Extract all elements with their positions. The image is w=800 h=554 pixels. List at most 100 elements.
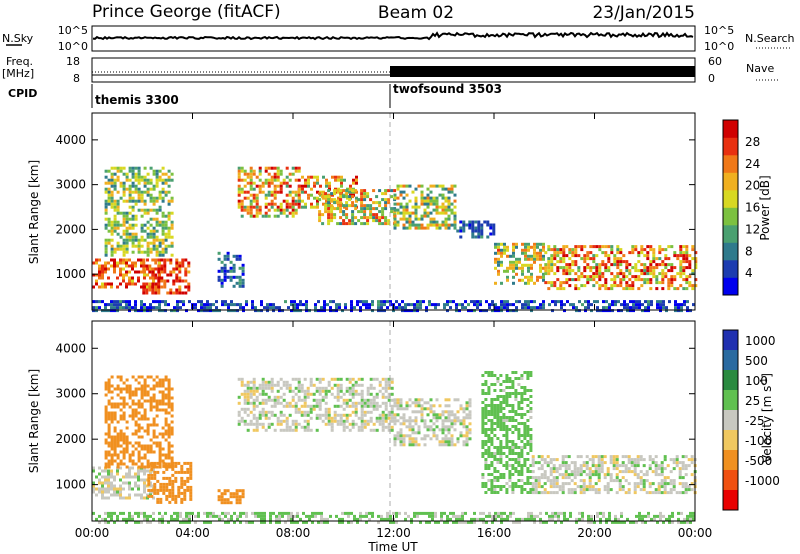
power-echo-cell (128, 279, 131, 283)
power-echo-cell (441, 205, 445, 209)
power-echo-cell (131, 244, 135, 248)
power-echo-cell (492, 226, 496, 230)
velocity-echo-cell (122, 441, 126, 445)
velocity-echo-cell (360, 428, 364, 432)
power-echo-cell (158, 169, 162, 173)
power-echo-cell (128, 193, 132, 197)
velocity-echo-cell (342, 392, 346, 396)
power-echo-cell (148, 270, 152, 274)
power-echo-cell (360, 198, 364, 202)
power-echo-cell (146, 190, 150, 194)
velocity-echo-cell (101, 493, 104, 497)
velocity-echo-cell (104, 432, 108, 436)
velocity-echo-cell (387, 410, 391, 414)
velocity-echo-cell (113, 487, 116, 491)
velocity-echo-cell (119, 417, 123, 421)
velocity-echo-cell (143, 469, 146, 473)
power-echo-cell (685, 287, 689, 291)
velocity-echo-cell (514, 413, 518, 416)
velocity-echo-cell (185, 511, 188, 515)
power-echo-cell (680, 309, 683, 313)
power-echo-cell (360, 204, 364, 208)
power-echo-cell (544, 281, 548, 285)
power-echo-cell (140, 285, 143, 289)
power-echo-cell (363, 207, 367, 211)
velocity-echo-cell (306, 404, 310, 408)
power-echo-cell (134, 264, 137, 268)
power-echo-cell (104, 250, 108, 254)
velocity-echo-cell (534, 491, 538, 495)
velocity-echo-cell (189, 491, 193, 495)
velocity-echo-cell (252, 389, 256, 393)
velocity-echo-cell (426, 428, 430, 432)
power-echo-cell (386, 306, 389, 310)
power-echo-cell (381, 198, 385, 202)
power-echo-cell (313, 175, 316, 179)
power-echo-cell (378, 219, 382, 223)
power-echo-cell (584, 300, 587, 304)
power-echo-cell (223, 257, 227, 261)
velocity-echo-cell (306, 386, 310, 390)
power-echo-cell (604, 287, 608, 291)
velocity-echo-cell (324, 422, 328, 426)
velocity-echo-cell (564, 461, 568, 465)
power-echo-cell (497, 309, 500, 313)
velocity-echo-cell (285, 428, 289, 432)
power-echo-cell (655, 287, 659, 291)
velocity-echo-cell (567, 455, 571, 459)
power-echo-cell (116, 199, 120, 203)
power-echo-cell (101, 273, 104, 277)
velocity-echo-cell (122, 414, 126, 418)
power-echo-cell (264, 169, 268, 173)
power-echo-cell (110, 285, 113, 289)
power-echo-cell (634, 248, 638, 252)
power-echo-cell (450, 208, 454, 212)
power-echo-cell (560, 300, 563, 304)
power-echo-cell (170, 220, 174, 224)
velocity-echo-cell (134, 484, 137, 488)
velocity-echo-cell (261, 407, 265, 411)
power-echo-cell (119, 306, 122, 310)
velocity-echo-cell (320, 514, 323, 518)
velocity-echo-cell (149, 520, 152, 524)
velocity-echo-cell (119, 408, 123, 412)
velocity-echo-cell (508, 380, 512, 383)
velocity-echo-cell (306, 419, 310, 423)
velocity-echo-cell (309, 380, 313, 384)
velocity-echo-cell (246, 413, 250, 417)
velocity-echo-cell (317, 511, 320, 515)
velocity-echo-cell (269, 511, 272, 515)
freq-label-line2: [MHz] (2, 67, 34, 80)
velocity-echo-cell (345, 425, 349, 429)
power-echo-cell (140, 244, 144, 248)
velocity-echo-cell (490, 371, 494, 374)
power-echo-cell (137, 172, 141, 176)
power-echo-cell (613, 278, 617, 282)
velocity-echo-cell (360, 377, 364, 381)
velocity-echo-cell (384, 419, 388, 423)
velocity-echo-cell (552, 482, 556, 486)
power-echo-cell (393, 193, 397, 197)
power-echo-cell (330, 216, 334, 220)
velocity-echo-cell (282, 428, 286, 432)
velocity-echo-cell (149, 481, 152, 485)
velocity-echo-cell (446, 517, 449, 521)
velocity-echo-cell (167, 387, 171, 391)
power-echo-cell (235, 275, 239, 279)
power-echo-cell (542, 306, 545, 310)
velocity-echo-cell (502, 395, 506, 398)
velocity-echo-cell (324, 413, 328, 417)
velocity-echo-cell (209, 511, 212, 515)
power-echo-cell (137, 258, 140, 262)
power-echo-cell (432, 196, 436, 200)
velocity-echo-cell (276, 419, 280, 423)
velocity-echo-cell (429, 410, 433, 414)
power-echo-cell (131, 208, 135, 212)
power-echo-cell (351, 210, 355, 214)
power-echo-cell (322, 190, 325, 194)
velocity-echo-cell (423, 425, 427, 429)
power-echo-cell (140, 175, 144, 179)
power-echo-cell (336, 201, 340, 205)
velocity-echo-cell (336, 395, 340, 399)
velocity-echo-cell (465, 401, 469, 405)
